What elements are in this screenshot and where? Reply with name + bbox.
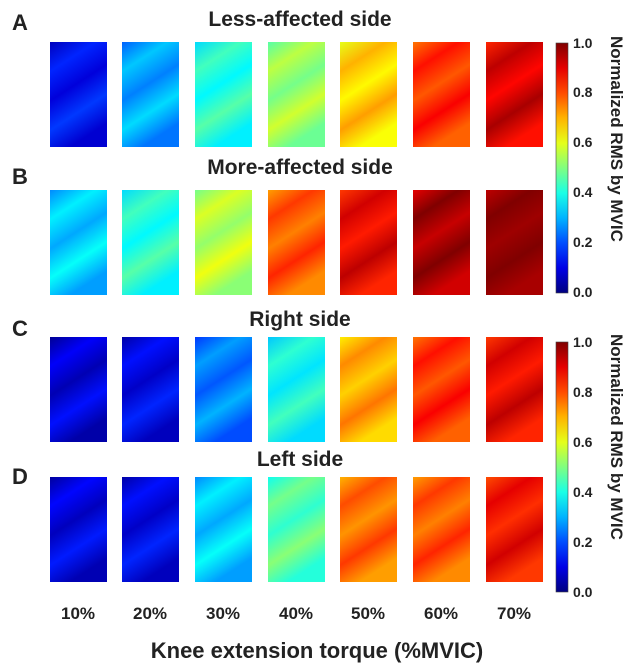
heatmap-cell-b-10	[50, 190, 107, 295]
panel-title-a: Less-affected side	[208, 8, 392, 31]
heatmap-cell-c-50	[340, 337, 397, 442]
heatmap-cell-a-70	[486, 42, 543, 147]
colorbar-bottom-tick: 0.8	[573, 384, 593, 400]
x-tick-label: 70%	[496, 604, 532, 623]
heatmap-cell-c-10	[50, 337, 107, 442]
heatmap-cell-d-70	[486, 477, 543, 582]
panel-title-c: Right side	[249, 308, 351, 331]
x-tick-label: 20%	[132, 604, 168, 623]
x-tick-label: 10%	[60, 604, 96, 623]
colorbar-top-tick: 0.8	[573, 84, 593, 100]
heatmap-cell-b-50	[340, 190, 397, 295]
x-tick-label: 50%	[350, 604, 386, 623]
panel-letter-c: C	[12, 316, 28, 341]
heatmap-cell-b-20	[122, 190, 179, 295]
panel-letter-a: A	[12, 10, 28, 35]
colorbar-bottom-tick: 0.4	[573, 484, 593, 500]
heatmap-cell-d-30	[195, 477, 252, 582]
heatmap-cell-d-20	[122, 477, 179, 582]
heatmap-cell-d-50	[340, 477, 397, 582]
panel-title-b: More-affected side	[207, 156, 393, 179]
heatmap-cell-c-20	[122, 337, 179, 442]
heatmap-cell-a-40	[268, 42, 325, 147]
colorbar-bottom-tick: 1.0	[573, 334, 593, 350]
colorbar-bottom-tick: 0.0	[573, 584, 593, 600]
colorbar-top-tick: 1.0	[573, 35, 593, 51]
colorbar-top-tick: 0.0	[573, 284, 593, 300]
x-tick-label: 40%	[278, 604, 314, 623]
heatmap-cell-a-10	[50, 42, 107, 147]
heatmap-cell-c-40	[268, 337, 325, 442]
heatmap-cell-a-30	[195, 42, 252, 147]
colorbar-bottom	[555, 341, 569, 593]
colorbar-top-title: Normalized RMS by MVIC	[607, 36, 626, 242]
x-tick-label: 30%	[205, 604, 241, 623]
heatmap-cell-a-50	[340, 42, 397, 147]
heatmap-cell-c-70	[486, 337, 543, 442]
heatmap-cell-b-30	[195, 190, 252, 295]
heatmap-cell-d-60	[413, 477, 470, 582]
panel-title-d: Left side	[256, 448, 344, 471]
panel-letter-b: B	[12, 164, 28, 189]
colorbar-top-tick: 0.6	[573, 134, 593, 150]
colorbar-bottom-title: Normalized RMS by MVIC	[607, 334, 626, 540]
heatmap-cell-b-40	[268, 190, 325, 295]
heatmap-cell-d-40	[268, 477, 325, 582]
x-tick-label: 60%	[423, 604, 459, 623]
heatmap-cell-c-30	[195, 337, 252, 442]
heatmap-cell-a-20	[122, 42, 179, 147]
heatmap-cell-c-60	[413, 337, 470, 442]
colorbar-top-tick: 0.4	[573, 184, 593, 200]
panel-letter-d: D	[12, 464, 28, 489]
heatmap-cell-b-60	[413, 190, 470, 295]
x-axis-label: Knee extension torque (%MVIC)	[150, 638, 484, 663]
heatmap-cell-b-70	[486, 190, 543, 295]
heatmap-cell-a-60	[413, 42, 470, 147]
colorbar-top-tick: 0.2	[573, 234, 593, 250]
colorbar-bottom-tick: 0.2	[573, 534, 593, 550]
colorbar-top	[555, 42, 569, 294]
colorbar-bottom-tick: 0.6	[573, 434, 593, 450]
heatmap-cell-d-10	[50, 477, 107, 582]
